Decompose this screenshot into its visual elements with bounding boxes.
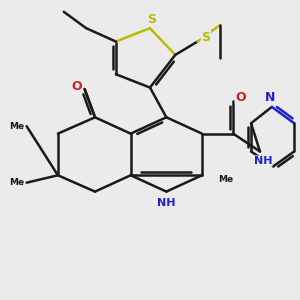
Text: S: S bbox=[201, 31, 210, 44]
Text: Me: Me bbox=[9, 178, 24, 187]
Text: O: O bbox=[71, 80, 82, 93]
Text: NH: NH bbox=[157, 198, 176, 208]
Text: Me: Me bbox=[218, 175, 233, 184]
Text: N: N bbox=[265, 91, 276, 104]
Text: O: O bbox=[235, 92, 246, 104]
Text: Me: Me bbox=[9, 122, 24, 131]
Text: NH: NH bbox=[254, 156, 272, 166]
Text: S: S bbox=[147, 13, 156, 26]
